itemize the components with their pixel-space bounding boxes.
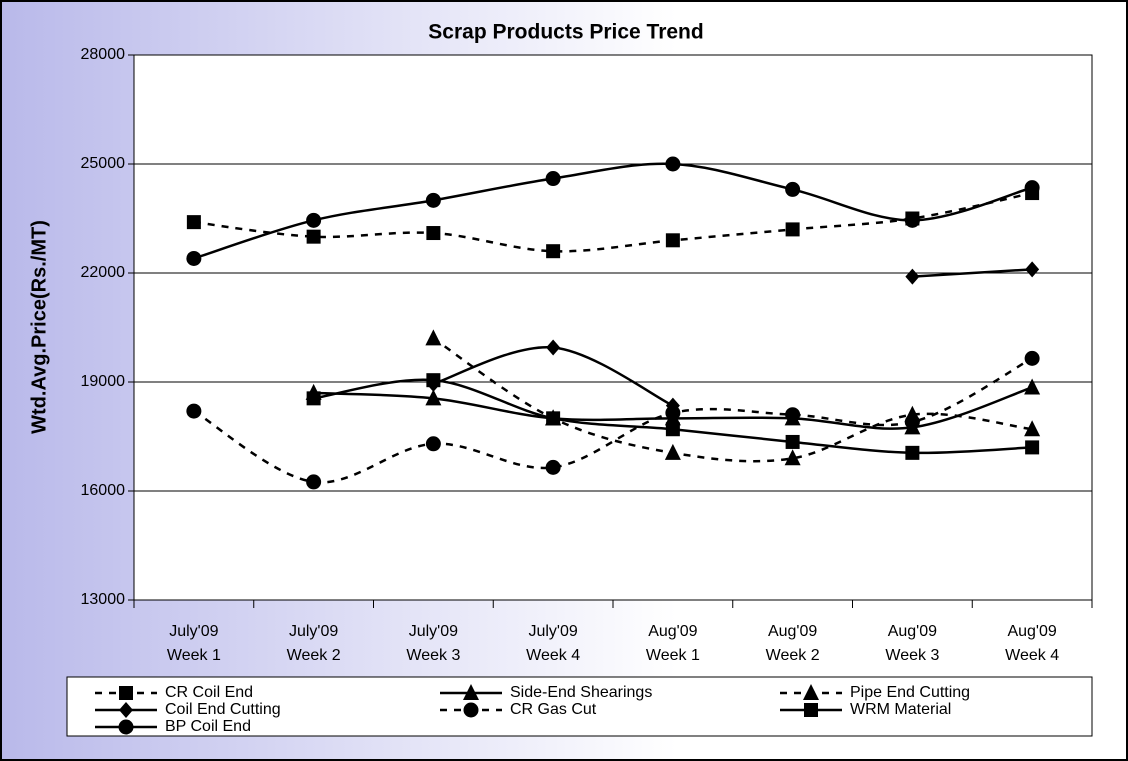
series-line	[432, 337, 1033, 463]
marker	[546, 339, 561, 356]
marker	[904, 414, 920, 430]
marker	[665, 156, 681, 172]
series-line	[912, 268, 1033, 278]
y-tick-label: 25000	[81, 155, 126, 172]
x-tick-label: Week 3	[406, 647, 460, 664]
marker	[463, 702, 479, 718]
legend-label: CR Coil End	[165, 684, 253, 701]
marker	[118, 719, 134, 735]
y-tick-label: 22000	[81, 264, 126, 281]
x-tick-label: Aug'09	[1007, 623, 1056, 640]
marker	[1024, 180, 1040, 196]
x-tick-label: Week 3	[885, 647, 939, 664]
marker	[306, 212, 322, 228]
marker	[803, 684, 819, 700]
legend-label: WRM Material	[850, 701, 951, 718]
x-tick-label: Week 2	[766, 647, 820, 664]
chart-title: Scrap Products Price Trend	[428, 21, 703, 44]
marker	[306, 229, 321, 244]
marker	[186, 250, 202, 266]
x-tick-label: Week 1	[167, 647, 221, 664]
marker	[1025, 440, 1040, 455]
marker	[546, 411, 561, 426]
marker	[785, 434, 800, 449]
marker	[425, 192, 441, 208]
marker	[119, 686, 133, 700]
marker	[785, 222, 800, 237]
marker	[425, 389, 442, 406]
marker	[306, 391, 321, 406]
marker	[1024, 350, 1040, 366]
legend-label: Side-End Shearings	[510, 684, 652, 701]
y-tick-label: 28000	[81, 46, 126, 63]
marker	[463, 684, 479, 700]
marker	[119, 702, 133, 718]
marker	[665, 405, 681, 421]
marker	[425, 436, 441, 452]
marker	[905, 268, 920, 285]
marker	[545, 459, 561, 475]
x-tick-label: Aug'09	[648, 623, 697, 640]
marker	[1024, 420, 1041, 437]
marker	[905, 445, 920, 460]
x-tick-label: July'09	[409, 623, 458, 640]
legend-label: CR Gas Cut	[510, 701, 597, 718]
marker	[546, 244, 561, 259]
y-axis-label: Wtd.Avg.Price(Rs./MT)	[28, 220, 50, 434]
marker	[1024, 378, 1041, 395]
x-tick-label: Aug'09	[888, 623, 937, 640]
x-tick-label: Aug'09	[768, 623, 817, 640]
plot-area	[134, 55, 1092, 600]
x-tick-label: Week 4	[526, 647, 580, 664]
marker	[785, 407, 801, 423]
marker	[186, 215, 201, 230]
marker	[664, 443, 681, 460]
x-tick-label: Week 4	[1005, 647, 1059, 664]
marker	[425, 329, 442, 346]
x-tick-label: Week 1	[646, 647, 700, 664]
marker	[784, 449, 801, 466]
y-tick-label: 16000	[81, 482, 126, 499]
marker	[426, 226, 441, 241]
marker	[426, 373, 441, 388]
marker	[665, 422, 680, 437]
x-tick-label: July'09	[169, 623, 218, 640]
marker	[1025, 261, 1040, 278]
marker	[186, 403, 202, 419]
legend-label: Pipe End Cutting	[850, 684, 970, 701]
marker	[545, 171, 561, 187]
marker	[306, 474, 322, 490]
marker	[785, 181, 801, 197]
x-tick-label: July'09	[289, 623, 338, 640]
marker	[804, 703, 818, 717]
y-tick-label: 19000	[81, 373, 126, 390]
series-line	[193, 162, 1033, 260]
legend	[66, 676, 1093, 737]
legend-label: Coil End Cutting	[165, 701, 281, 718]
y-tick-label: 13000	[81, 591, 126, 608]
x-tick-label: Week 2	[287, 647, 341, 664]
x-tick-label: July'09	[528, 623, 577, 640]
marker	[904, 212, 920, 228]
marker	[665, 233, 680, 248]
legend-label: BP Coil End	[165, 718, 251, 735]
